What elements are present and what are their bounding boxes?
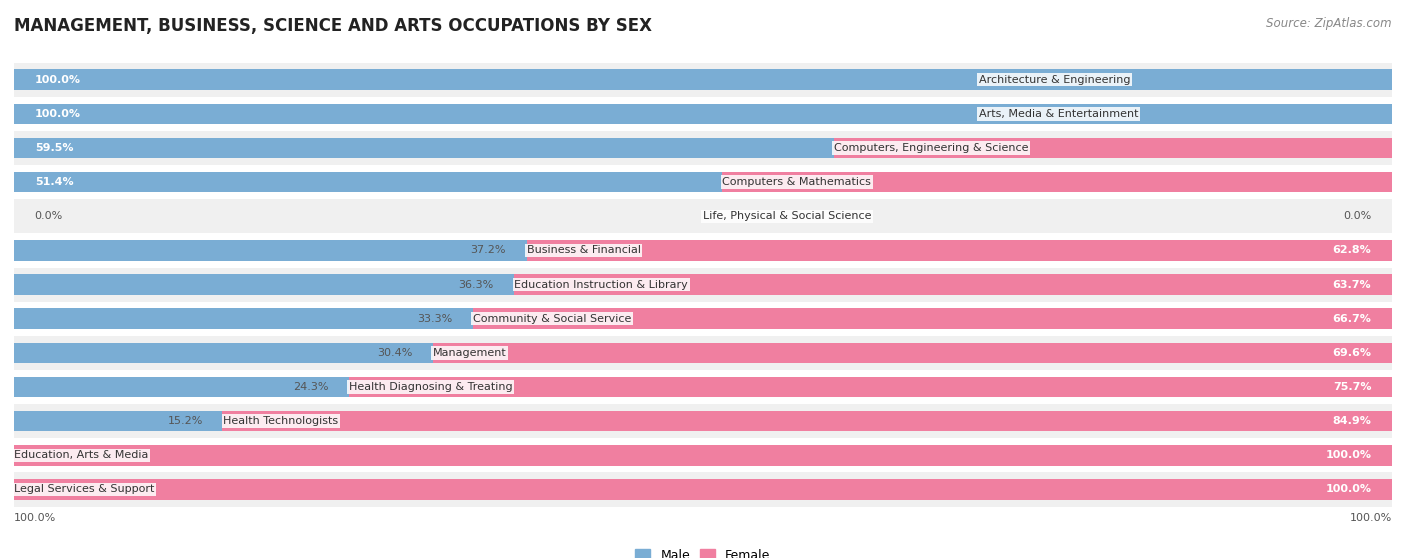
Bar bbox=[14, 404, 1392, 438]
Bar bbox=[472, 309, 1392, 329]
Bar bbox=[14, 336, 1392, 370]
Bar bbox=[14, 165, 1392, 199]
Bar bbox=[14, 370, 1392, 404]
Bar bbox=[14, 275, 515, 295]
Text: 33.3%: 33.3% bbox=[418, 314, 453, 324]
Text: 62.8%: 62.8% bbox=[1333, 246, 1371, 256]
Text: 100.0%: 100.0% bbox=[35, 109, 80, 119]
Text: Education Instruction & Library: Education Instruction & Library bbox=[515, 280, 688, 290]
Text: Legal Services & Support: Legal Services & Support bbox=[14, 484, 155, 494]
Text: 59.5%: 59.5% bbox=[35, 143, 73, 153]
Text: Architecture & Engineering: Architecture & Engineering bbox=[979, 75, 1130, 85]
Bar bbox=[14, 97, 1392, 131]
Text: Management: Management bbox=[433, 348, 506, 358]
Text: 30.4%: 30.4% bbox=[377, 348, 412, 358]
Text: 51.4%: 51.4% bbox=[35, 177, 73, 187]
Bar bbox=[14, 233, 1392, 267]
Bar bbox=[723, 172, 1392, 193]
Text: 100.0%: 100.0% bbox=[14, 513, 56, 523]
Text: 100.0%: 100.0% bbox=[35, 75, 80, 85]
Bar bbox=[14, 199, 1392, 233]
Text: 100.0%: 100.0% bbox=[1326, 450, 1371, 460]
Text: Health Diagnosing & Treating: Health Diagnosing & Treating bbox=[349, 382, 513, 392]
Text: 69.6%: 69.6% bbox=[1333, 348, 1371, 358]
Bar bbox=[14, 473, 1392, 507]
Text: 24.3%: 24.3% bbox=[292, 382, 328, 392]
Bar bbox=[14, 302, 1392, 336]
Text: Computers & Mathematics: Computers & Mathematics bbox=[723, 177, 872, 187]
Bar bbox=[14, 138, 834, 158]
Bar bbox=[14, 104, 1392, 124]
Bar bbox=[222, 411, 1392, 431]
Text: 63.7%: 63.7% bbox=[1333, 280, 1371, 290]
Bar bbox=[14, 438, 1392, 473]
Text: 84.9%: 84.9% bbox=[1333, 416, 1371, 426]
Bar bbox=[14, 411, 224, 431]
Text: 75.7%: 75.7% bbox=[1333, 382, 1371, 392]
Bar bbox=[14, 445, 1392, 465]
Text: MANAGEMENT, BUSINESS, SCIENCE AND ARTS OCCUPATIONS BY SEX: MANAGEMENT, BUSINESS, SCIENCE AND ARTS O… bbox=[14, 17, 652, 35]
Text: 100.0%: 100.0% bbox=[1350, 513, 1392, 523]
Bar bbox=[14, 479, 1392, 500]
Text: 0.0%: 0.0% bbox=[1343, 211, 1371, 222]
Bar bbox=[14, 69, 1392, 90]
Bar bbox=[14, 377, 349, 397]
Text: Business & Financial: Business & Financial bbox=[527, 246, 641, 256]
Bar bbox=[433, 343, 1392, 363]
Text: 36.3%: 36.3% bbox=[458, 280, 494, 290]
Text: Computers, Engineering & Science: Computers, Engineering & Science bbox=[834, 143, 1028, 153]
Bar bbox=[14, 240, 527, 261]
Bar bbox=[834, 138, 1392, 158]
Text: 37.2%: 37.2% bbox=[471, 246, 506, 256]
Bar bbox=[14, 267, 1392, 302]
Text: 100.0%: 100.0% bbox=[1326, 484, 1371, 494]
Text: Education, Arts & Media: Education, Arts & Media bbox=[14, 450, 149, 460]
Bar bbox=[14, 131, 1392, 165]
Text: 0.0%: 0.0% bbox=[35, 211, 63, 222]
Text: Community & Social Service: Community & Social Service bbox=[472, 314, 631, 324]
Bar bbox=[349, 377, 1392, 397]
Legend: Male, Female: Male, Female bbox=[630, 543, 776, 558]
Text: Source: ZipAtlas.com: Source: ZipAtlas.com bbox=[1267, 17, 1392, 30]
Bar bbox=[14, 309, 472, 329]
Text: Arts, Media & Entertainment: Arts, Media & Entertainment bbox=[979, 109, 1137, 119]
Bar bbox=[14, 62, 1392, 97]
Text: Life, Physical & Social Science: Life, Physical & Social Science bbox=[703, 211, 872, 222]
Bar bbox=[14, 172, 723, 193]
Text: 15.2%: 15.2% bbox=[167, 416, 202, 426]
Bar bbox=[515, 275, 1392, 295]
Bar bbox=[527, 240, 1392, 261]
Text: Health Technologists: Health Technologists bbox=[224, 416, 339, 426]
Text: 66.7%: 66.7% bbox=[1333, 314, 1371, 324]
Bar bbox=[14, 343, 433, 363]
